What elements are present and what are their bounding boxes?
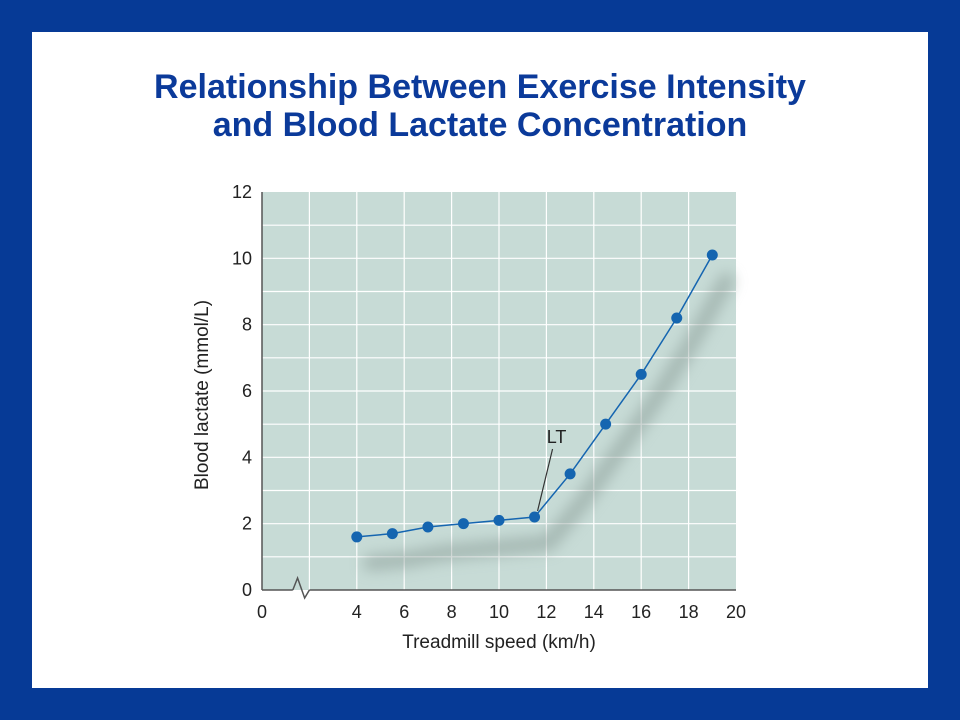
data-point [351, 531, 362, 542]
x-axis-label: Treadmill speed (km/h) [402, 632, 596, 653]
x-tick-labels: 0 4 6 8 10 12 14 16 18 20 [257, 602, 746, 622]
data-point [529, 512, 540, 523]
y-tick-label: 0 [242, 580, 252, 600]
data-point [600, 419, 611, 430]
data-point [458, 518, 469, 529]
data-point [422, 521, 433, 532]
y-tick-label: 4 [242, 447, 252, 467]
x-tick-label: 18 [679, 602, 699, 622]
x-tick-label: 8 [447, 602, 457, 622]
x-tick-label: 0 [257, 602, 267, 622]
x-tick-label: 4 [352, 602, 362, 622]
data-point [565, 468, 576, 479]
data-point [671, 313, 682, 324]
lactate-chart: 0 4 6 8 10 12 14 16 18 20 0 2 4 6 8 10 12 LT Treadmill … [0, 0, 960, 720]
y-tick-label: 6 [242, 381, 252, 401]
y-axis-label: Blood lactate (mmol/L) [192, 300, 213, 490]
x-tick-label: 20 [726, 602, 746, 622]
y-tick-label: 12 [232, 182, 252, 202]
data-point [494, 515, 505, 526]
y-tick-label: 8 [242, 315, 252, 335]
x-tick-label: 6 [399, 602, 409, 622]
y-tick-label: 10 [232, 248, 252, 268]
x-tick-label: 14 [584, 602, 604, 622]
data-point [387, 528, 398, 539]
data-point [707, 250, 718, 261]
data-point [636, 369, 647, 380]
x-tick-label: 10 [489, 602, 509, 622]
x-tick-label: 16 [631, 602, 651, 622]
x-tick-label: 12 [536, 602, 556, 622]
annotation-label: LT [547, 427, 567, 447]
y-tick-label: 2 [242, 514, 252, 534]
y-tick-labels: 0 2 4 6 8 10 12 [232, 182, 252, 600]
